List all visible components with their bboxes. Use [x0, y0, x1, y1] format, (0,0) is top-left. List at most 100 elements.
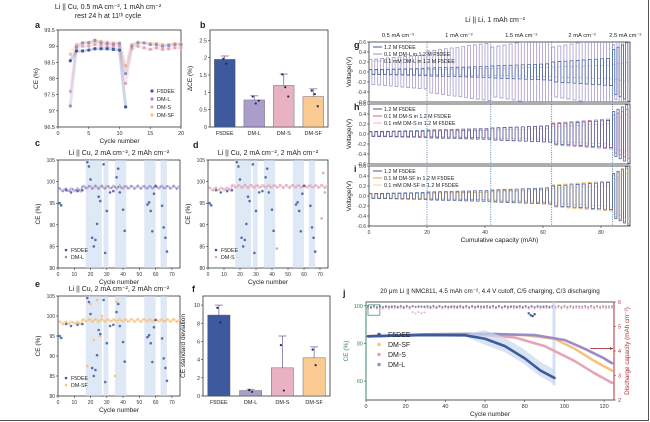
panel-g: g -0.6 -0.4 -0.2 0.0 0.2 0.4 0.6 Voltage(V) 1.2 M… — [346, 40, 631, 106]
variability-band — [114, 296, 127, 396]
data-point — [154, 46, 158, 50]
data-point — [172, 318, 175, 321]
data-point — [116, 167, 120, 170]
x-axis-label: Cycle number — [99, 407, 140, 414]
ce-point — [417, 304, 420, 307]
data-point — [154, 42, 158, 47]
data-point — [162, 186, 165, 189]
y-axis-label: Voltage(V) — [346, 181, 353, 211]
ce-point — [405, 306, 408, 309]
data-point — [68, 59, 72, 63]
y-tick-label: -0.4 — [357, 214, 366, 220]
legend-marker — [64, 376, 68, 380]
y-tick-label: 60 — [357, 379, 363, 385]
data-point — [97, 187, 100, 190]
y-tick-label: 80 — [49, 266, 55, 272]
ce-point — [500, 306, 503, 309]
y-tick-label: 99 — [49, 44, 55, 50]
legend-marker — [150, 113, 154, 117]
y-tick-label: 0.0 — [359, 132, 366, 138]
rate-label: 0.5 mA cm⁻² — [382, 33, 414, 39]
data-point — [112, 323, 115, 327]
ce-point — [441, 307, 444, 310]
data-point — [164, 366, 167, 370]
x-tick-label: 100 — [560, 404, 569, 410]
data-point — [124, 81, 128, 85]
legend-label: F5DEE — [157, 89, 175, 95]
ce-point — [468, 306, 471, 309]
data-point — [159, 185, 162, 188]
ce-point — [524, 305, 527, 308]
data-point — [87, 300, 91, 304]
legend-label: 1.2 M F5DEE — [384, 107, 416, 113]
y-tick-label: -0.2 — [357, 204, 366, 210]
ce-point — [536, 304, 539, 307]
data-point — [152, 325, 156, 329]
voltage-trace — [369, 166, 630, 226]
data-point — [151, 229, 154, 233]
ce-point — [503, 304, 506, 307]
ce-point — [471, 304, 474, 307]
data-point — [256, 184, 259, 187]
x-tick-label: 10 — [221, 272, 227, 278]
data-point — [100, 184, 103, 187]
data-point — [120, 186, 123, 189]
x-tick-label: 0 — [57, 400, 60, 406]
plot-area — [369, 104, 630, 164]
ce-point — [462, 305, 465, 308]
data-point — [291, 184, 294, 187]
ce-point — [581, 305, 584, 308]
data-point — [112, 189, 115, 193]
data-point — [143, 184, 146, 187]
data-point — [156, 186, 159, 189]
replicate-point — [225, 62, 228, 65]
y-tick-label: 97.5 — [44, 93, 55, 99]
y2-axis-label: Discharge capacity (mAh cm⁻²) — [624, 307, 631, 395]
variability-band — [160, 296, 167, 396]
data-point — [139, 187, 142, 190]
data-point — [162, 226, 166, 229]
legend-label: 0.1 mM DM-L in 1.2 M F5DEE — [384, 59, 455, 65]
legend-label: DM-SF — [157, 113, 175, 119]
ce-point — [387, 306, 390, 309]
data-point — [97, 328, 100, 332]
data-point — [275, 186, 278, 189]
panel-d: Li || Cu, 2 mA cm⁻², 2 mAh cm⁻² d 80 85 90 95… — [185, 140, 329, 286]
data-point — [154, 318, 157, 322]
ce-point — [456, 305, 459, 308]
y-tick-label: 80 — [199, 266, 205, 272]
y-tick-label: 99.5 — [44, 28, 55, 34]
panel-title: Li || Cu, 2 mA cm⁻², 2 mAh cm⁻² — [69, 286, 170, 293]
panel-b: b 0 0.5 1 1.5 2 2.5 ΔCE (%) F5DEE DM-L DM-S DM-SF — [187, 20, 329, 137]
variability-band — [114, 160, 127, 268]
legend-label: F5DEE — [71, 376, 89, 382]
legend-marker — [64, 255, 68, 259]
data-point — [110, 186, 113, 189]
data-point — [68, 89, 72, 94]
data-point — [179, 318, 180, 321]
ce-point — [483, 305, 486, 308]
y-tick-label: 1.5 — [199, 73, 207, 79]
y-tick-label: -0.6 — [357, 162, 366, 168]
category-label: DM-S — [275, 400, 289, 406]
data-point — [285, 183, 288, 186]
plot-frame — [368, 103, 631, 165]
ce-point — [539, 307, 542, 310]
y-axis-label: CE (%) — [33, 68, 40, 89]
data-point — [261, 189, 264, 193]
ce-point — [521, 305, 524, 308]
data-point — [254, 209, 258, 213]
data-point — [92, 245, 96, 248]
ce-point — [509, 305, 512, 308]
data-point — [313, 250, 317, 253]
panel-label: e — [35, 279, 40, 289]
x-tick-label: 20 — [178, 131, 184, 137]
ce-point — [393, 307, 396, 310]
y-tick-label: 2 — [197, 376, 200, 382]
data-point — [89, 302, 92, 306]
data-point — [272, 229, 275, 233]
axis-arrowhead — [610, 347, 613, 351]
ce-point — [381, 307, 384, 310]
